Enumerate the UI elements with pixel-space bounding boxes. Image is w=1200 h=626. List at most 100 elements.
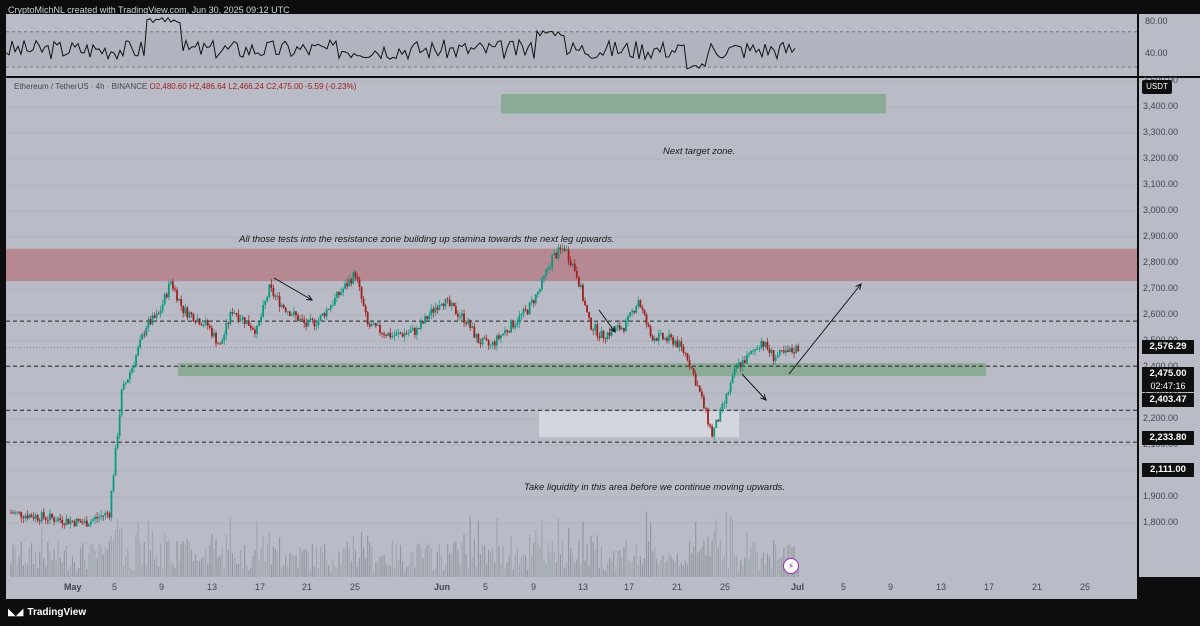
volume-bar [678, 566, 680, 577]
candle-body [532, 300, 535, 304]
volume-bar [527, 569, 529, 577]
price-chart[interactable] [6, 78, 1137, 577]
candle-body [719, 408, 722, 422]
rsi-panel[interactable] [5, 14, 1137, 76]
candle-body [518, 315, 521, 323]
time-tick: 25 [350, 582, 361, 592]
zone-liquidity [539, 411, 739, 438]
volume-bar [217, 557, 219, 577]
zone-support [178, 363, 986, 377]
volume-bar [295, 555, 297, 577]
annotation-target[interactable]: Next target zone. [663, 146, 736, 157]
candle-body [346, 283, 349, 287]
volume-bar [574, 562, 576, 577]
candle-body [465, 322, 467, 324]
candle-body [180, 299, 183, 306]
volume-bar [465, 554, 467, 577]
candle-body [135, 355, 137, 366]
candle-body [491, 341, 494, 345]
volume-bar [703, 540, 705, 577]
candle-body [12, 512, 14, 514]
rsi-axis: 80.00 40.00 [1139, 14, 1200, 76]
volume-bar [244, 544, 246, 577]
volume-bar [395, 544, 397, 577]
tradingview-logo[interactable]: ◣◢ TradingView [8, 607, 86, 618]
candle-body [131, 367, 133, 373]
volume-bar [565, 561, 568, 577]
candle-body [659, 332, 662, 334]
candle-body [368, 324, 371, 327]
candle-body [20, 511, 23, 518]
candle-body [641, 307, 644, 310]
volume-bar [428, 542, 430, 577]
volume-bar [707, 536, 709, 577]
lightning-icon[interactable]: ⚡ [783, 558, 799, 574]
volume-bar [276, 553, 279, 577]
time-axis[interactable]: May 5 9 13 17 21 25 Jun 5 9 13 17 21 25 Jul 5 9 13 17 21 25 [6, 577, 1137, 599]
price-axis[interactable]: 1,800.001,900.002,000.002,100.002,200.00… [1139, 75, 1200, 577]
volume-bar [412, 552, 414, 577]
candle-body [618, 325, 621, 330]
symbol-name: Ethereum / TetherUS · 4h · BINANCE [14, 82, 148, 91]
volume-bar [416, 544, 418, 577]
volume-bar [414, 567, 416, 577]
countdown-tag: 02:47:16 [1142, 380, 1194, 392]
candle-body [473, 326, 476, 338]
candle-body [22, 517, 25, 519]
volume-bar [643, 557, 646, 577]
candle-body [270, 284, 273, 289]
candle-body [356, 277, 359, 280]
candle-body [297, 315, 299, 322]
candle-body [502, 333, 504, 336]
candle-body [139, 339, 142, 348]
annotation-resistance[interactable]: All those tests into the resistance zone… [239, 234, 615, 245]
candle-body [559, 247, 562, 250]
candle-body [762, 341, 765, 347]
volume-bar [188, 542, 190, 577]
volume-bar [563, 567, 566, 577]
volume-bar [164, 533, 166, 577]
volume-bar [736, 555, 738, 577]
candle-body [420, 321, 422, 329]
volume-bar [555, 562, 557, 577]
annotation-liquidity[interactable]: Take liquidity in this area before we co… [524, 482, 786, 493]
volume-bar [235, 563, 238, 577]
volume-bar [611, 561, 613, 577]
candle-body [793, 352, 795, 354]
volume-bar [732, 519, 734, 577]
currency-label[interactable]: USDT [1142, 80, 1172, 94]
volume-bar [539, 547, 541, 577]
volume-bar [699, 550, 701, 577]
volume-bar [729, 514, 732, 577]
candle-body [549, 267, 552, 269]
volume-bar [623, 547, 625, 577]
zone-target [501, 94, 886, 114]
volume-bar [61, 563, 63, 577]
volume-bar [479, 554, 482, 577]
candle-body [493, 341, 496, 346]
candle-body [514, 324, 517, 328]
volume-bar [773, 540, 775, 577]
volume-bar [231, 553, 233, 577]
candle-body [760, 341, 763, 349]
volume-bar [59, 556, 61, 577]
candle-body [461, 313, 463, 317]
volume-bar [457, 550, 459, 577]
candle-body [403, 333, 406, 337]
candle-body [96, 516, 98, 519]
candle-body [674, 340, 677, 345]
candle-body [555, 252, 558, 259]
volume-bar [551, 540, 553, 577]
volume-bar [693, 546, 695, 577]
volume-bar [57, 541, 59, 577]
main-chart-panel[interactable]: Ethereum / TetherUS · 4h · BINANCE O2,48… [6, 78, 1137, 577]
candle-body [711, 426, 713, 437]
candle-body [750, 351, 752, 354]
candle-body [407, 332, 410, 334]
candle-body [211, 327, 213, 337]
volume-bar [51, 560, 53, 577]
volume-bar [393, 567, 395, 577]
candle-body [75, 518, 78, 527]
volume-bar [334, 566, 336, 577]
candle-body [631, 310, 634, 313]
